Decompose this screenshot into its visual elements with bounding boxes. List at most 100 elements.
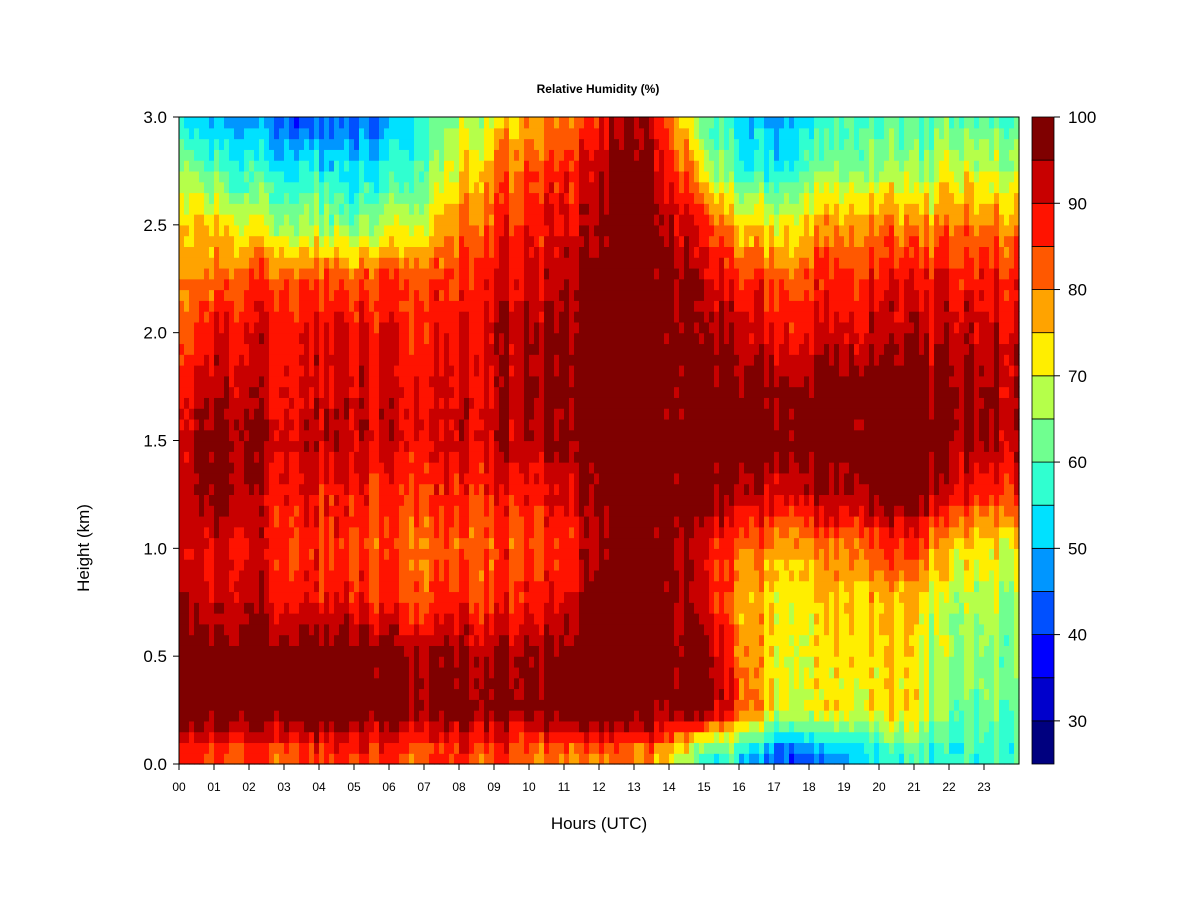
heatmap-cell — [374, 160, 380, 172]
heatmap-cell — [564, 170, 570, 183]
heatmap-cell — [474, 235, 480, 247]
heatmap-cell — [534, 246, 540, 258]
heatmap-cell — [409, 170, 415, 183]
heatmap-cell — [339, 688, 345, 700]
heatmap-cell — [534, 515, 540, 528]
heatmap-cell — [189, 462, 195, 474]
heatmap-cell — [419, 386, 425, 398]
heatmap-cell — [194, 214, 200, 226]
heatmap-cell — [209, 483, 215, 496]
heatmap-cell — [464, 710, 470, 722]
heatmap-cell — [319, 634, 325, 646]
heatmap-cell — [279, 429, 285, 442]
heatmap-cell — [459, 418, 465, 431]
heatmap-cell — [554, 645, 560, 657]
heatmap-cell — [239, 742, 245, 754]
heatmap-cell — [409, 462, 415, 474]
heatmap-cell — [224, 451, 230, 463]
heatmap-cell — [529, 472, 535, 485]
heatmap-cell — [219, 656, 225, 668]
heatmap-cell — [409, 472, 415, 485]
heatmap-cell — [369, 613, 375, 625]
heatmap-cell — [199, 214, 205, 226]
heatmap-cell — [449, 160, 455, 172]
heatmap-cell — [504, 591, 510, 603]
heatmap-cell — [474, 181, 480, 194]
heatmap-cell — [339, 418, 345, 431]
heatmap-cell — [319, 397, 325, 409]
heatmap-cell — [379, 559, 385, 571]
heatmap-cell — [379, 731, 385, 744]
heatmap-cell — [274, 170, 280, 183]
heatmap-cell — [459, 451, 465, 463]
heatmap-cell — [479, 397, 485, 409]
heatmap-cell — [424, 127, 430, 140]
heatmap-cell — [349, 321, 355, 334]
heatmap-cell — [574, 160, 580, 172]
heatmap-cell — [234, 375, 240, 388]
heatmap-cell — [259, 170, 265, 183]
heatmap-cell — [249, 548, 255, 560]
heatmap-cell — [214, 472, 220, 485]
heatmap-cell — [549, 386, 555, 398]
heatmap-cell — [234, 537, 240, 549]
heatmap-cell — [239, 214, 245, 226]
heatmap-cell — [269, 623, 275, 636]
heatmap-cell — [539, 677, 545, 690]
heatmap-cell — [304, 483, 310, 496]
heatmap-cell — [299, 149, 305, 161]
heatmap-cell — [534, 494, 540, 506]
heatmap-cell — [439, 515, 445, 528]
heatmap-cell — [399, 354, 405, 366]
heatmap-cell — [354, 365, 360, 377]
heatmap-cell — [519, 580, 525, 593]
heatmap-cell — [284, 300, 290, 312]
heatmap-cell — [269, 354, 275, 366]
heatmap-cell — [204, 559, 210, 571]
heatmap-cell — [449, 451, 455, 463]
heatmap-cell — [239, 753, 245, 765]
heatmap-cell — [189, 666, 195, 679]
heatmap-cell — [309, 742, 315, 754]
heatmap-cell — [574, 591, 580, 603]
heatmap-cell — [549, 731, 555, 744]
heatmap-cell — [244, 354, 250, 366]
heatmap-cell — [229, 472, 235, 485]
heatmap-cell — [239, 440, 245, 452]
heatmap-cell — [389, 235, 395, 247]
heatmap-cell — [469, 559, 475, 571]
heatmap-cell — [544, 149, 550, 161]
heatmap-cell — [499, 699, 505, 711]
heatmap-cell — [399, 418, 405, 431]
heatmap-cell — [454, 127, 460, 140]
heatmap-cell — [539, 699, 545, 711]
heatmap-cell — [494, 451, 500, 463]
heatmap-cell — [224, 613, 230, 625]
heatmap-cell — [224, 699, 230, 711]
heatmap-cell — [494, 418, 500, 431]
heatmap-cell — [389, 365, 395, 377]
heatmap-cell — [559, 235, 565, 247]
heatmap-cell — [504, 462, 510, 474]
heatmap-cell — [439, 569, 445, 582]
heatmap-cell — [204, 181, 210, 194]
heatmap-cell — [399, 645, 405, 657]
heatmap-cell — [424, 472, 430, 485]
heatmap-cell — [339, 117, 345, 129]
heatmap-cell — [184, 117, 190, 129]
heatmap-cell — [509, 257, 515, 269]
heatmap-cell — [209, 429, 215, 442]
heatmap-cell — [294, 515, 300, 528]
heatmap-cell — [234, 300, 240, 312]
heatmap-cell — [344, 311, 350, 323]
heatmap-cell — [544, 429, 550, 442]
heatmap-cell — [489, 300, 495, 312]
heatmap-cell — [259, 192, 265, 204]
heatmap-cell — [294, 149, 300, 161]
heatmap-cell — [509, 181, 515, 194]
heatmap-cell — [394, 214, 400, 226]
heatmap-cell — [394, 300, 400, 312]
heatmap-cell — [469, 666, 475, 679]
heatmap-cell — [574, 354, 580, 366]
heatmap-cell — [369, 515, 375, 528]
